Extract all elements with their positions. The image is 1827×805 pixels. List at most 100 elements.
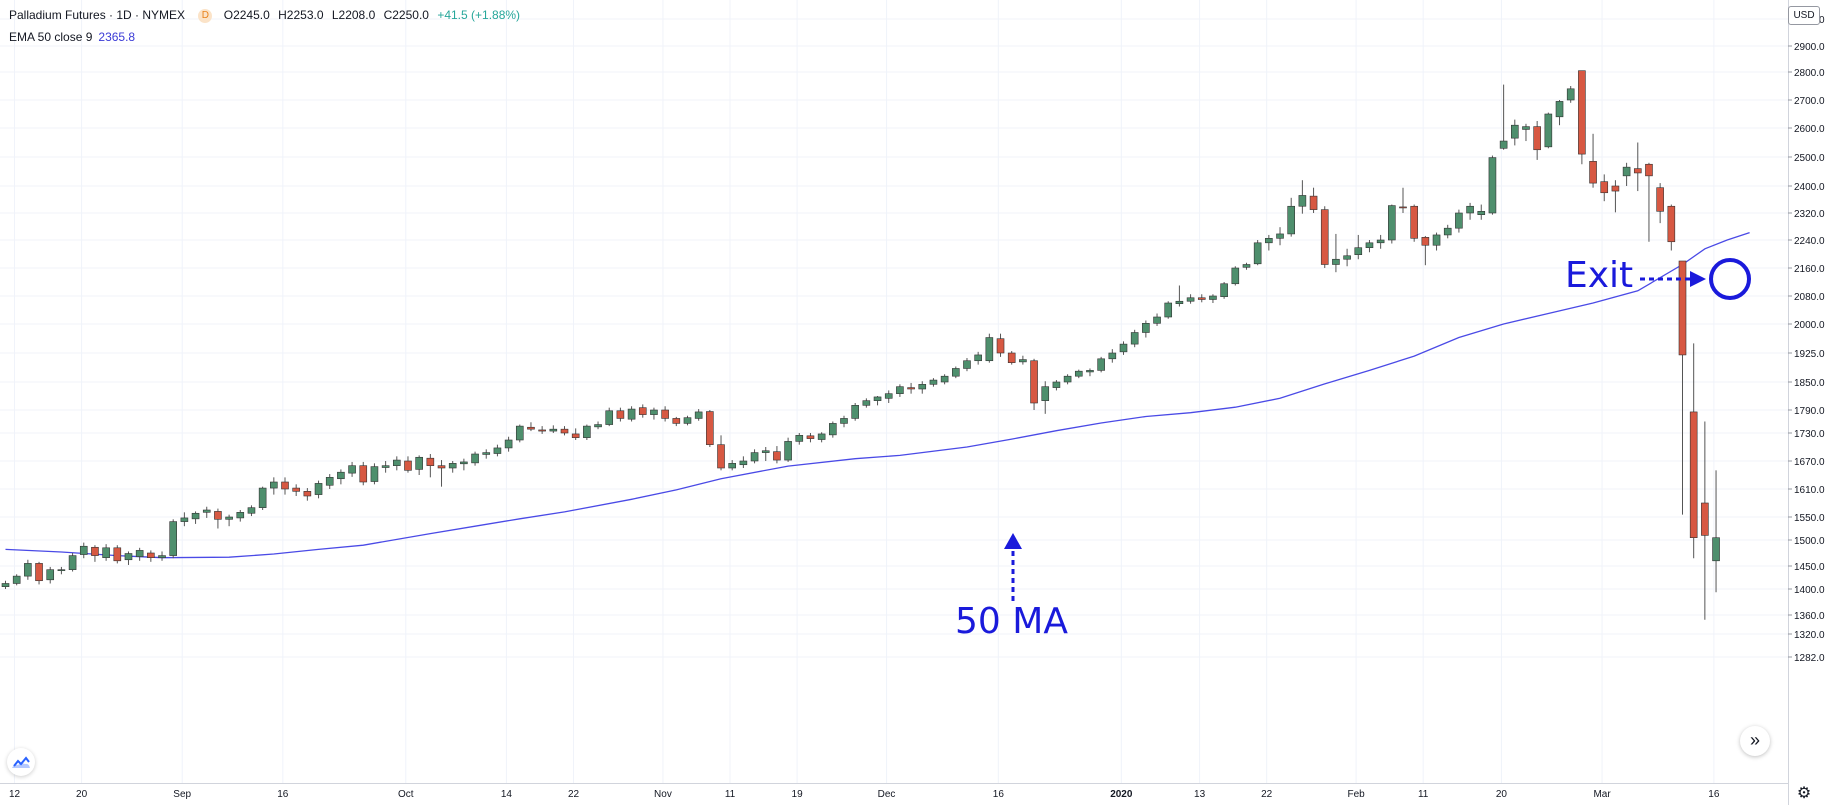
candle-body-up: [1097, 358, 1105, 371]
price-tick-label: 1500.0: [1794, 536, 1825, 547]
candle-body-up: [1488, 157, 1497, 214]
candle: [1555, 100, 1564, 126]
time-tick-label: 2020: [1110, 789, 1133, 800]
currency-label[interactable]: USD: [1788, 6, 1820, 25]
candle: [1600, 174, 1609, 202]
candle-body-up: [1477, 211, 1486, 215]
candle-body-up: [158, 555, 166, 558]
settings-gear-icon[interactable]: ⚙: [1796, 785, 1812, 802]
candle-body-down: [292, 487, 300, 492]
candle: [1388, 204, 1396, 244]
candle: [963, 358, 971, 372]
candle-body-up: [124, 553, 133, 561]
candle: [1175, 285, 1184, 307]
price-change: +41.5 (+1.88%): [437, 8, 521, 22]
candle: [169, 519, 177, 559]
candle-body-up: [415, 456, 423, 470]
candle-body-down: [426, 457, 435, 466]
candle: [1231, 266, 1240, 286]
chart-grid: [0, 0, 1788, 783]
candle-body-down: [1633, 168, 1642, 174]
indicator-name[interactable]: EMA 50 close 9: [9, 30, 93, 44]
candle: [437, 460, 446, 487]
candle-body-up: [448, 463, 457, 469]
candle: [1622, 162, 1631, 186]
tradingview-logo[interactable]: [7, 748, 35, 776]
candle: [1689, 343, 1698, 559]
candle: [1477, 204, 1486, 220]
candle: [1488, 155, 1497, 215]
candle: [1007, 351, 1016, 365]
candle-body-down: [1030, 360, 1038, 404]
ohlc-high: H2253.0: [278, 8, 324, 22]
price-tick-label: 2900.0: [1794, 42, 1825, 53]
candle-body-up: [605, 410, 614, 425]
candle-body-up: [102, 547, 110, 558]
candle-body-down: [35, 563, 43, 582]
candle: [1, 580, 10, 589]
candle: [1119, 341, 1128, 355]
symbol-title[interactable]: Palladium Futures · 1D · NYMEX: [9, 8, 186, 22]
candle-body-down: [1578, 70, 1586, 155]
price-tick-label: 2080.0: [1794, 292, 1825, 303]
candle: [706, 410, 714, 447]
candle: [784, 437, 792, 462]
candle: [583, 424, 591, 440]
indicator-legend[interactable]: EMA 50 close 9 2365.8: [9, 30, 135, 44]
candle-body-up: [1466, 205, 1474, 214]
price-tick-label: 2240.0: [1794, 236, 1825, 247]
candle-body-up: [1376, 239, 1385, 244]
scroll-to-realtime-button[interactable]: »: [1740, 726, 1770, 756]
candle: [113, 545, 122, 564]
candle: [616, 407, 625, 422]
candle-body-up: [1209, 295, 1217, 300]
candle-body-up: [683, 417, 692, 424]
price-tick-label: 2160.0: [1794, 264, 1825, 275]
candle: [1052, 380, 1061, 391]
candle-body-up: [896, 386, 904, 394]
candle-body-up: [191, 512, 200, 520]
candle: [348, 461, 356, 477]
candle-body-up: [829, 423, 837, 436]
candle: [359, 461, 368, 486]
candle: [448, 461, 457, 473]
candle-body-down: [303, 491, 312, 497]
candle: [1410, 204, 1418, 242]
candlestick-series: [1, 70, 1720, 620]
candle: [985, 333, 994, 363]
price-tick-label: 1850.0: [1794, 378, 1825, 389]
time-tick-label: 11: [1418, 789, 1429, 800]
candle-body-up: [583, 425, 591, 438]
candle-body-up: [549, 428, 558, 432]
time-axis[interactable]: 12 20 Sep 16 Oct 14 22 Nov 11 19 Dec 16 2020 13 22 Feb 1…: [9, 789, 1720, 800]
candle: [594, 421, 602, 430]
candle-body-up: [1130, 332, 1139, 345]
time-tick-label: 14: [501, 789, 513, 800]
candle-body-up: [1522, 126, 1530, 130]
candle: [191, 511, 200, 524]
candle: [1443, 224, 1452, 239]
candle-body-down: [281, 481, 289, 490]
candle-body-down: [147, 552, 155, 558]
candle: [460, 458, 468, 471]
candle-body-up: [1455, 212, 1463, 229]
candle: [1242, 262, 1251, 270]
price-tick-label: 2320.0: [1794, 209, 1825, 220]
candle: [1578, 70, 1586, 165]
candle: [337, 469, 345, 485]
candle-body-up: [1332, 258, 1340, 265]
exit-annotation-label: Exit: [1565, 255, 1634, 296]
ma-annotation-label: 50 MA: [955, 601, 1068, 642]
candle-body-down: [560, 428, 569, 434]
candle: [1522, 123, 1530, 142]
symbol-legend[interactable]: Palladium Futures · 1D · NYMEX D O2245.0…: [9, 8, 520, 23]
candle-body-up: [247, 507, 256, 514]
candle: [1645, 162, 1653, 242]
candle-body-up: [1499, 140, 1508, 149]
candle-body-down: [1589, 161, 1597, 184]
price-tick-label: 2000.0: [1794, 320, 1825, 331]
candle: [202, 506, 211, 518]
ohlc-close: C2250.0: [383, 8, 429, 22]
candle: [426, 454, 435, 478]
